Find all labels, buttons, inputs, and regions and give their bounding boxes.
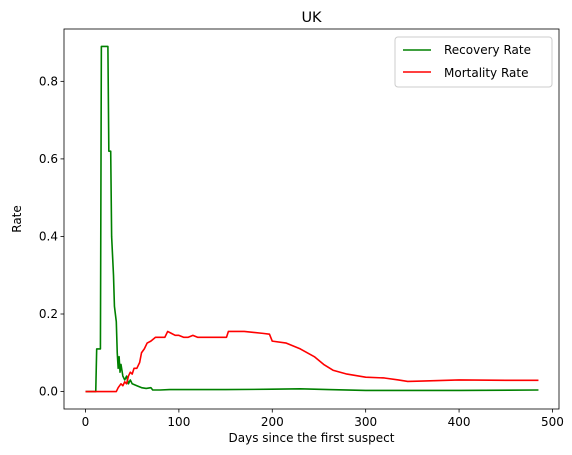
x-tick-label: 500: [541, 415, 564, 429]
y-tick-label: 0.2: [39, 307, 58, 321]
y-axis-label: Rate: [10, 205, 24, 233]
series-layer: [85, 45, 539, 393]
legend-box: [394, 36, 553, 88]
y-tick-label: 0.8: [39, 74, 58, 88]
x-tick-label: 400: [448, 415, 471, 429]
y-tick-label: 0.6: [39, 152, 58, 166]
y-axis: 0.0 0.2 0.4 0.6 0.8: [39, 74, 64, 399]
y-tick-label: 0.0: [39, 385, 58, 399]
x-tick-label: 100: [167, 415, 190, 429]
legend-label-recovery: Recovery Rate: [444, 43, 531, 57]
x-tick-label: 0: [82, 415, 90, 429]
x-tick-label: 300: [354, 415, 377, 429]
legend: Recovery Rate Mortality Rate: [394, 36, 553, 88]
y-tick-label: 0.4: [39, 229, 58, 243]
chart-title: UK: [301, 10, 322, 26]
series-line-mortality-rate: [85, 330, 539, 393]
legend-label-mortality: Mortality Rate: [444, 66, 529, 80]
x-axis: 0 100 200 300 400 500: [82, 409, 564, 429]
series-line-recovery-rate: [85, 45, 539, 393]
plot-frame: [63, 28, 560, 410]
x-tick-label: 200: [261, 415, 284, 429]
x-axis-label: Days since the first suspect: [229, 431, 395, 445]
